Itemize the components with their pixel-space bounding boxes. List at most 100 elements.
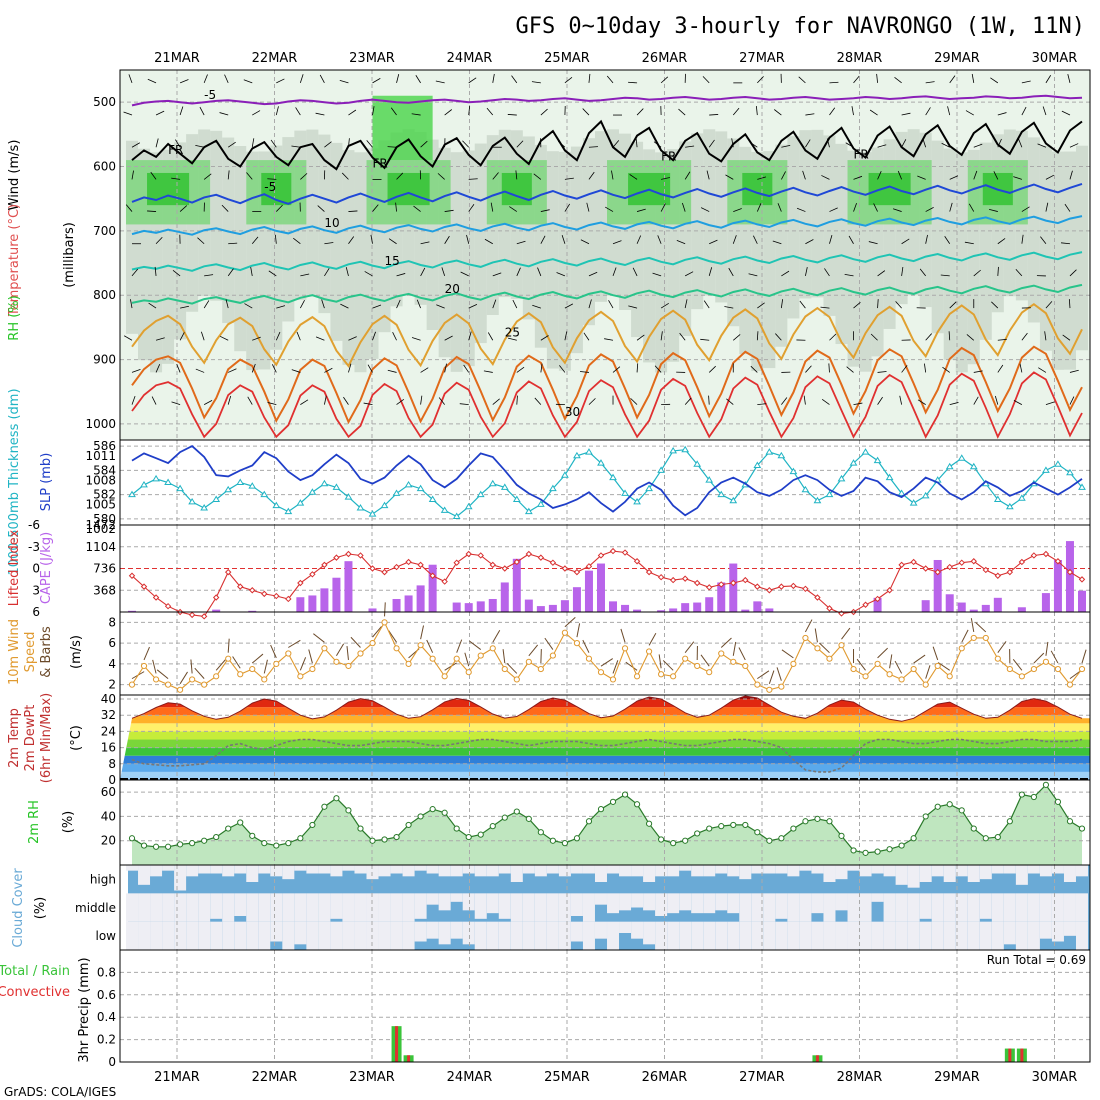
wind10-barb: [346, 645, 349, 661]
lifted-index-point: [537, 554, 545, 561]
thickness-point: [320, 479, 329, 487]
wind-barb: [251, 363, 256, 373]
lifted-index-point: [513, 558, 521, 566]
rh-shade-grey: [715, 131, 728, 303]
wind10-speed-point: [850, 665, 857, 673]
rh2m-point: [189, 840, 196, 847]
isotherm-label: 25: [505, 326, 520, 340]
wind10-ytick: 2: [108, 678, 116, 692]
lifted-index-point: [381, 568, 388, 576]
cloud-gap-middle: [318, 893, 331, 922]
rh-shade-grey: [787, 136, 800, 319]
isotherm-line: [131, 182, 1083, 205]
cloud-gap-high: [282, 865, 295, 880]
dewpt-line: [131, 738, 1083, 773]
cloud-gap-middle: [1076, 893, 1088, 922]
wind-barb: [466, 234, 470, 244]
cloud-gap-high: [739, 865, 752, 880]
wind10-barb: [1050, 650, 1059, 664]
wind10-speed-point: [994, 655, 1001, 662]
wind-barb: [203, 173, 212, 180]
cloud-gap-low: [967, 921, 980, 950]
wind-barb: [315, 336, 325, 341]
wind-barb: [700, 338, 710, 341]
wind10-speed-point: [862, 673, 869, 680]
wind10-speed-point: [694, 662, 701, 670]
lifted-index-point: [152, 594, 160, 601]
cloud-gap-low: [1015, 921, 1028, 950]
cloud-gap-middle: [306, 893, 319, 922]
wind-barb: [534, 397, 542, 405]
wind-barb: [324, 268, 330, 277]
rh2m-point: [297, 835, 304, 842]
cloud-gap-high: [931, 865, 944, 877]
cape-bar: [536, 606, 545, 612]
rh2m-ytick: 40: [101, 809, 116, 823]
wind10-barb: [308, 649, 313, 664]
precip-ylabel-convective: Convective: [0, 985, 70, 1000]
thickness-point: [344, 493, 353, 500]
cape-bar: [609, 601, 618, 612]
cloud-gap-high: [342, 865, 355, 871]
cape-bar: [344, 561, 353, 612]
wind-barb: [150, 171, 157, 180]
lifted-index-point: [369, 565, 376, 572]
lifted-index-point: [1018, 558, 1026, 566]
wind-barb: [993, 171, 999, 180]
cloud-gap-middle: [198, 893, 211, 922]
wind-barb: [1069, 143, 1079, 148]
wind10-barb: [492, 629, 501, 643]
wind-barb: [991, 301, 999, 309]
cloud-gap-low: [751, 921, 764, 950]
upper-air-ytick: 500: [93, 95, 116, 109]
wind-barb: [901, 238, 910, 245]
wind-barb: [372, 304, 382, 309]
wind10-ylabel-2: Speed: [23, 632, 38, 673]
cloud-gap-middle: [426, 893, 439, 905]
wind-barb: [1060, 242, 1071, 245]
cloud-gap-high: [270, 865, 283, 877]
wind10-speed-point: [189, 676, 196, 683]
date-label-top: 27MAR: [739, 51, 785, 66]
wind10-barb: [932, 646, 939, 661]
wind10-barb: [502, 649, 506, 664]
upper-air-ytick: 1000: [85, 417, 116, 431]
wind10-barb: [997, 641, 1007, 653]
cloud-gap-low: [979, 921, 992, 950]
date-label-top: 29MAR: [934, 51, 980, 66]
cape-ylabel: CAPE (J/kg): [39, 532, 54, 604]
thickness-point: [645, 484, 653, 492]
thickness-point: [909, 499, 918, 506]
cloud-gap-high: [967, 865, 980, 882]
cloud-gap-low: [462, 921, 475, 945]
wind10-barb: [350, 636, 361, 648]
wind-barb: [724, 306, 734, 309]
wind-barb: [684, 171, 691, 180]
wind-barb: [155, 138, 159, 148]
cloud-gap-middle: [378, 893, 391, 922]
cloud-gap-low: [883, 921, 896, 950]
wind10-barb: [194, 667, 205, 679]
upper-air-ytick: 700: [93, 224, 116, 238]
lifted-index-point: [826, 605, 833, 612]
lifted-index-point: [934, 568, 941, 576]
thickness-point: [897, 489, 906, 496]
thickness-point: [536, 500, 545, 507]
wind-barb: [964, 241, 974, 245]
wind-barb: [708, 267, 713, 277]
wind-barb: [802, 170, 806, 180]
wind10-speed-point: [321, 645, 328, 652]
temp-band: [120, 747, 1090, 756]
wind10-speed-point: [802, 634, 809, 642]
rh-shade-grey: [703, 129, 716, 296]
lifted-ytick: 6: [32, 605, 40, 619]
wind-barb: [396, 299, 401, 309]
cloud-gap-high: [775, 865, 788, 874]
wind-barb: [917, 175, 926, 180]
wind-barb: [924, 363, 927, 373]
wind-barb: [781, 171, 786, 180]
wind-barb: [756, 203, 762, 212]
cloud-gap-low: [727, 921, 740, 950]
wind-barb: [829, 81, 839, 84]
lifted-ytick: -6: [28, 518, 40, 532]
